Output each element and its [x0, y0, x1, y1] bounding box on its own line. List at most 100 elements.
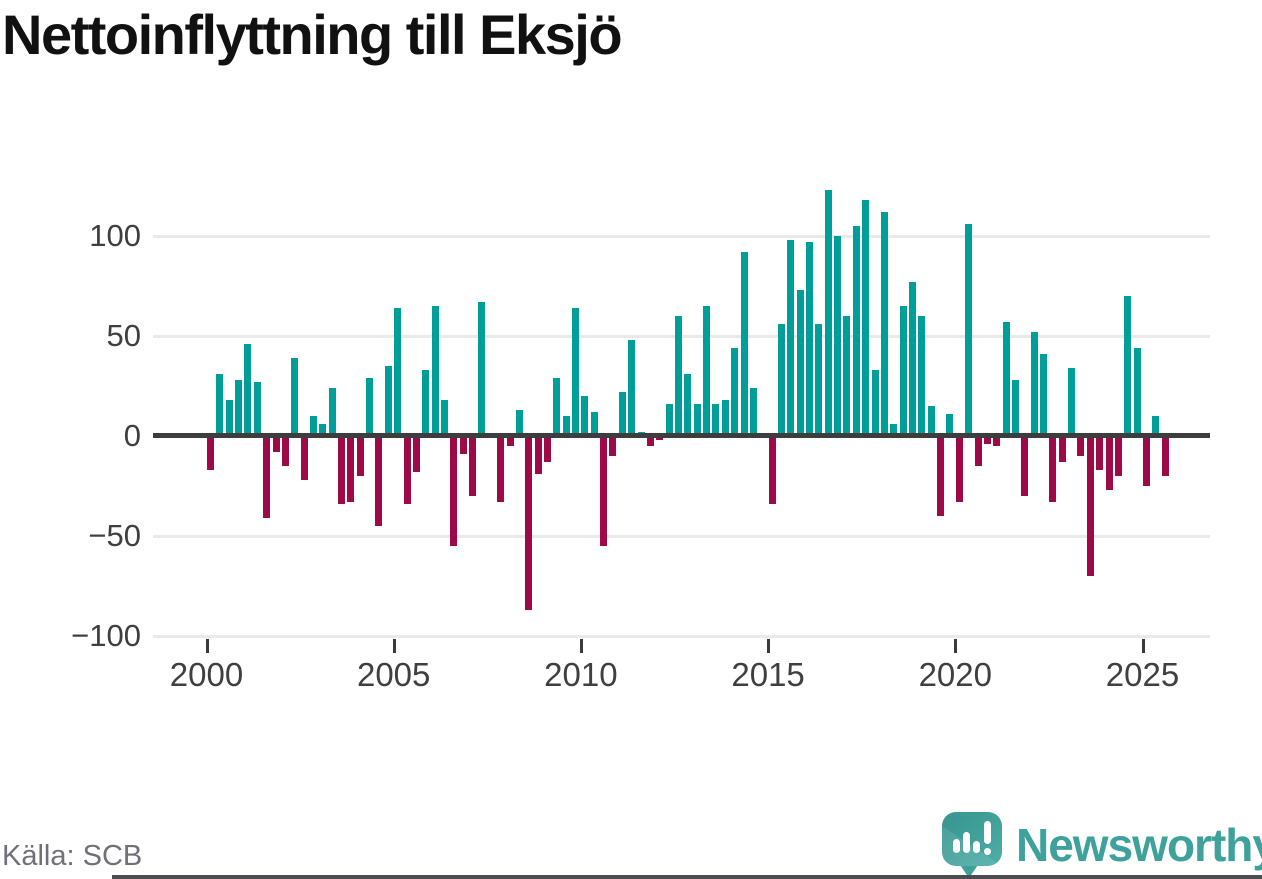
bar-2014-q3 [749, 388, 757, 436]
bar-2012-q4 [684, 374, 692, 436]
bar-2012-q2 [665, 404, 673, 436]
bar-2008-q3 [525, 436, 533, 610]
bubble-tail [958, 862, 980, 878]
bar-2004-q3 [375, 436, 383, 526]
bar-2020-q2 [965, 224, 973, 436]
bar-2023-q3 [1086, 436, 1094, 576]
bar-2004-q2 [366, 378, 374, 436]
mini-bar-icon [963, 832, 970, 853]
bar-2017-q2 [852, 226, 860, 436]
bar-2011-q2 [628, 340, 636, 436]
bar-2001-q2 [253, 382, 261, 436]
bubble-shape [942, 812, 1002, 866]
bar-2023-q1 [1068, 368, 1076, 436]
bar-2016-q3 [824, 190, 832, 436]
chart-title: Nettoinflyttning till Eksjö [2, 3, 623, 66]
y-axis-tick-label: 100 [89, 218, 141, 253]
bar-2002-q1 [281, 436, 289, 466]
bar-2016-q2 [815, 324, 823, 436]
bar-2000-q1 [207, 436, 214, 470]
bar-2007-q4 [497, 436, 505, 502]
bar-2002-q4 [309, 416, 317, 436]
bar-2013-q4 [721, 400, 729, 436]
bar-2018-q3 [899, 306, 907, 436]
bar-2017-q1 [843, 316, 851, 436]
bottom-strip [112, 875, 1262, 879]
y-axis-tick-label: 50 [106, 318, 141, 353]
x-axis-tick-label: 2010 [544, 656, 618, 693]
bar-2008-q2 [515, 410, 523, 436]
bar-2018-q2 [890, 424, 898, 436]
bar-2005-q1 [394, 308, 402, 436]
bar-2014-q1 [731, 348, 739, 436]
y-axis-tick-label: −50 [88, 518, 141, 553]
bar-2008-q1 [506, 436, 514, 446]
bar-2000-q3 [225, 400, 233, 436]
bar-2000-q4 [235, 380, 243, 436]
bar-2020-q4 [983, 436, 991, 444]
bar-2024-q2 [1114, 436, 1122, 476]
gridline [153, 535, 1210, 538]
bar-2021-q1 [993, 436, 1001, 446]
bar-2015-q1 [768, 436, 776, 504]
bar-2025-q2 [1152, 416, 1160, 436]
bar-2013-q1 [693, 404, 701, 436]
bar-2001-q4 [272, 436, 280, 452]
bar-2019-q4 [946, 414, 954, 436]
bar-2001-q1 [244, 344, 252, 436]
bar-2015-q3 [787, 240, 795, 436]
bar-2022-q3 [1049, 436, 1057, 502]
mini-bar-icon [953, 839, 960, 853]
bar-2006-q3 [450, 436, 458, 546]
bar-2007-q2 [478, 302, 486, 436]
bar-2005-q3 [412, 436, 420, 472]
bar-2024-q4 [1133, 348, 1141, 436]
newsworthy-wordmark: Newsworthy [1016, 819, 1262, 871]
bar-2025-q3 [1161, 436, 1169, 476]
bar-2006-q1 [431, 306, 439, 436]
newsworthy-bubble-chart-icon [940, 812, 1008, 878]
bar-2019-q3 [937, 436, 945, 516]
source-label: Källa: SCB [2, 840, 143, 872]
y-axis-tick-label: 0 [123, 418, 141, 453]
bar-2011-q4 [646, 436, 654, 446]
bar-2025-q1 [1143, 436, 1150, 486]
x-axis-tick-label: 2020 [918, 656, 992, 693]
bar-2020-q3 [974, 436, 982, 466]
bar-2021-q3 [1011, 380, 1019, 436]
bar-2004-q4 [384, 366, 392, 436]
x-axis-tick [767, 639, 771, 653]
bar-2016-q1 [806, 242, 814, 436]
bar-2003-q3 [338, 436, 346, 504]
bar-2003-q2 [328, 388, 336, 436]
x-axis-tick [392, 639, 396, 653]
bar-2002-q2 [291, 358, 299, 436]
newsworthy-logo: Newsworthy [938, 810, 1262, 879]
x-axis-tick [205, 639, 209, 653]
y-axis-tick-label: −100 [71, 618, 141, 653]
bar-2023-q4 [1096, 436, 1104, 470]
bar-2009-q4 [572, 308, 580, 436]
x-axis-tick [1141, 639, 1145, 653]
gridline [153, 635, 1210, 638]
bar-2013-q2 [703, 306, 711, 436]
bar-2016-q4 [834, 236, 842, 436]
bar-2017-q4 [871, 370, 879, 436]
bar-2020-q1 [955, 436, 963, 502]
x-axis-tick-label: 2005 [356, 656, 431, 693]
bar-2024-q1 [1105, 436, 1113, 490]
bar-2006-q2 [441, 400, 448, 436]
bar-2013-q3 [712, 404, 720, 436]
bar-2003-q1 [319, 424, 327, 436]
bar-2023-q2 [1077, 436, 1085, 456]
bar-2010-q4 [609, 436, 617, 456]
bar-2004-q1 [356, 436, 364, 476]
bar-2006-q4 [459, 436, 467, 454]
bar-2008-q4 [534, 436, 542, 474]
bar-2010-q2 [590, 412, 598, 436]
bar-2018-q4 [909, 282, 916, 436]
bar-2009-q1 [543, 436, 551, 462]
x-axis-tick [954, 639, 958, 653]
bar-2022-q4 [1058, 436, 1066, 462]
